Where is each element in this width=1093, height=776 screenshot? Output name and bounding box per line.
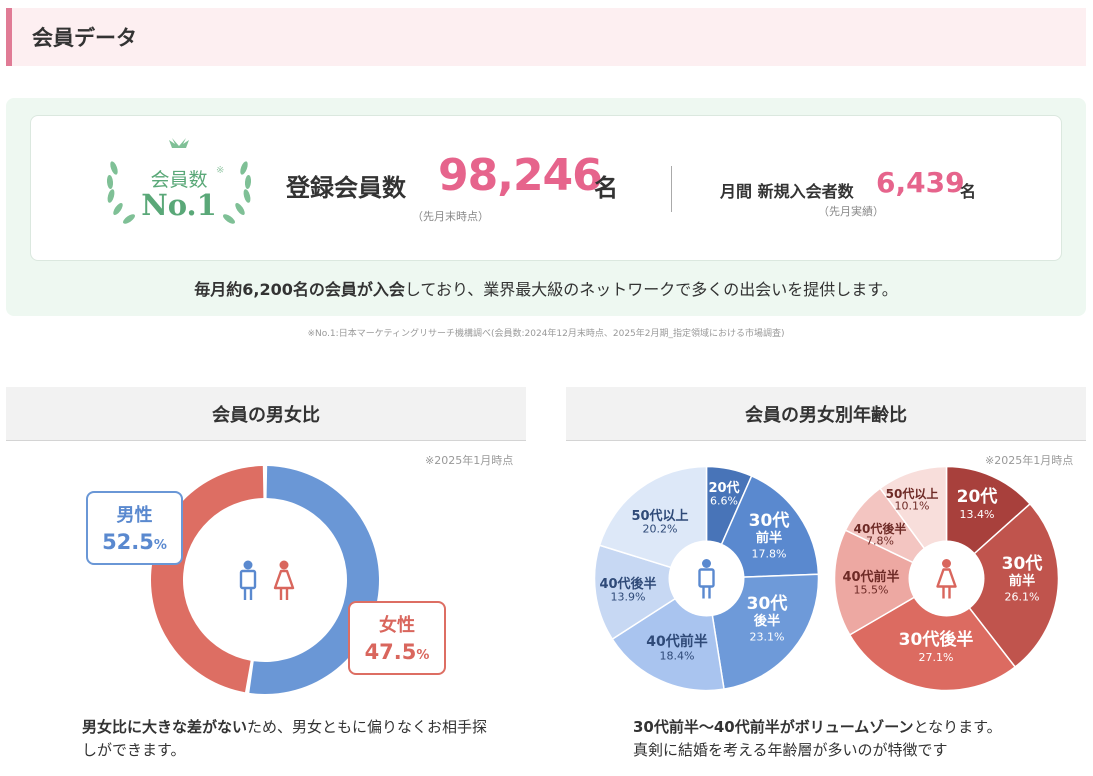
female-ratio-box: 女性 47.5% — [348, 601, 446, 675]
member-stats-card — [30, 115, 1062, 261]
age-value-3: 23.1% — [750, 630, 785, 643]
female-icon — [936, 559, 957, 599]
male-label: 男性 — [116, 505, 153, 526]
male-value-wrap: 52.5% — [88, 530, 181, 554]
female-icon-dress — [936, 568, 957, 588]
summary-bold: 毎月約6,200名の会員が入会 — [194, 280, 405, 299]
age-caption-rest: となります。 — [913, 718, 1002, 736]
monthly-new-value: 6,439 — [876, 166, 965, 199]
age-slice-3 — [848, 577, 1017, 691]
age-slice-5 — [594, 544, 709, 641]
gender-caption-rest: ため、男女ともに偏りなくお相手探しができます。 — [82, 718, 488, 759]
female-icon-dress — [273, 569, 295, 590]
age-label-3: 30代後半 — [899, 629, 974, 650]
age-label-4: 40代前半 — [646, 633, 707, 650]
gender-donut-chart — [150, 466, 380, 694]
age-value-2: 26.1% — [1005, 590, 1040, 603]
female-icon — [273, 560, 295, 600]
badge-caption: 会員数 — [150, 169, 208, 191]
age-value-5: 13.9% — [611, 590, 646, 603]
age-value-6: 20.2% — [643, 522, 678, 535]
gender-panel-header: 会員の男女比 — [6, 387, 526, 441]
female-value: 47.5 — [364, 640, 417, 664]
age-value-5: 7.8% — [866, 534, 894, 547]
female-icon-legs — [942, 586, 951, 599]
male-value: 52.5 — [102, 530, 154, 554]
monthly-new-label: 月間 新規入会者数 — [720, 182, 854, 201]
laurel-icon — [106, 138, 252, 224]
male-icon-body — [698, 568, 715, 588]
badge-rank: No.1 — [141, 188, 217, 222]
female-label: 女性 — [379, 615, 415, 636]
pie-center — [908, 540, 985, 617]
age-label-4: 40代前半 — [842, 569, 899, 585]
age-value-4: 15.5% — [854, 583, 889, 596]
male-icon — [698, 559, 715, 599]
age-value-3: 27.1% — [919, 651, 954, 664]
male-icon-body — [239, 569, 257, 590]
section-title: 会員データ — [6, 8, 1086, 66]
age-label-5: 40代後半 — [854, 521, 907, 536]
male-icon-legs — [702, 586, 711, 599]
gender-caption-bold: 男女比に大きな差がない — [82, 718, 248, 736]
age-label-3: 30代 — [747, 593, 788, 614]
summary-rest: しており、業界最大級のネットワークで多くの出会いを提供します。 — [404, 280, 898, 299]
age-sublabel-3: 後半 — [754, 612, 781, 629]
age-value-1: 13.4% — [960, 508, 995, 521]
age-label-2: 30代 — [1002, 553, 1043, 574]
age-panel-title: 会員の男女別年齢比 — [745, 404, 907, 426]
female-icon-head — [279, 560, 289, 570]
age-caption: 30代前半〜40代前半がボリュームゾーンとなります。真剣に結婚を考える年齢層が多… — [633, 716, 1063, 762]
pie-center — [668, 540, 745, 617]
age-slice-6 — [598, 466, 708, 580]
gender-as-of: ※2025年1月時点 — [425, 454, 514, 467]
male-age-pie-chart: 20代6.6%30代前半17.8%30代後半23.1%40代前半18.4%40代… — [594, 466, 819, 691]
age-label-5: 40代後半 — [599, 576, 656, 592]
age-sublabel-2: 前半 — [1009, 572, 1036, 589]
age-label-6: 50代以上 — [631, 508, 688, 524]
gender-caption: 男女比に大きな差がないため、男女ともに偏りなくお相手探しができます。 — [82, 716, 502, 762]
female-value-wrap: 47.5% — [350, 640, 444, 664]
age-caption-bold: 30代前半〜40代前半がボリュームゾーン — [633, 718, 914, 736]
male-icon — [239, 560, 257, 600]
age-label-6: 50代以上 — [886, 486, 939, 501]
gender-panel-title: 会員の男女比 — [212, 404, 320, 426]
male-unit: % — [153, 538, 167, 553]
age-label-1: 20代 — [957, 486, 998, 507]
male-icon-legs — [243, 588, 253, 600]
age-value-4: 18.4% — [660, 649, 695, 662]
monthly-new-unit: 名 — [960, 182, 977, 201]
male-icon-head — [243, 560, 253, 570]
male-icon-head — [702, 559, 711, 568]
divider — [671, 166, 672, 212]
age-value-6: 10.1% — [895, 499, 930, 512]
registered-label: 登録会員数 — [286, 174, 406, 202]
age-value-2: 17.8% — [752, 547, 787, 560]
page-title: 会員データ — [32, 26, 137, 50]
badge-footnote-mark: ※ — [216, 165, 225, 176]
registered-value: 98,246 — [438, 150, 603, 201]
female-unit: % — [416, 648, 430, 663]
registered-note: （先月末時点） — [412, 210, 489, 223]
gender-slice-1 — [249, 466, 380, 694]
age-slice-4 — [834, 529, 949, 636]
age-sublabel-2: 前半 — [756, 529, 783, 546]
footnote: ※No.1:日本マーケティングリサーチ機構調べ(会員数:2024年12月末時点、… — [307, 329, 785, 339]
registered-unit: 名 — [594, 174, 618, 202]
age-slice-2 — [945, 502, 1059, 669]
age-panel-header: 会員の男女別年齢比 — [566, 387, 1086, 441]
age-label-1: 20代 — [708, 480, 739, 496]
age-caption-line2: 真剣に結婚を考える年齢層が多いのが特徴です — [633, 741, 948, 759]
age-value-1: 6.6% — [710, 494, 738, 507]
summary-text: 毎月約6,200名の会員が入会しており、業界最大級のネットワークで多くの出会いを… — [6, 276, 1086, 300]
age-label-2: 30代 — [749, 510, 790, 531]
monthly-new-note: （先月実績） — [818, 205, 884, 218]
age-as-of: ※2025年1月時点 — [985, 454, 1074, 467]
female-icon-head — [942, 559, 951, 568]
female-icon-legs — [279, 588, 289, 600]
male-ratio-box: 男性 52.5% — [86, 491, 183, 565]
